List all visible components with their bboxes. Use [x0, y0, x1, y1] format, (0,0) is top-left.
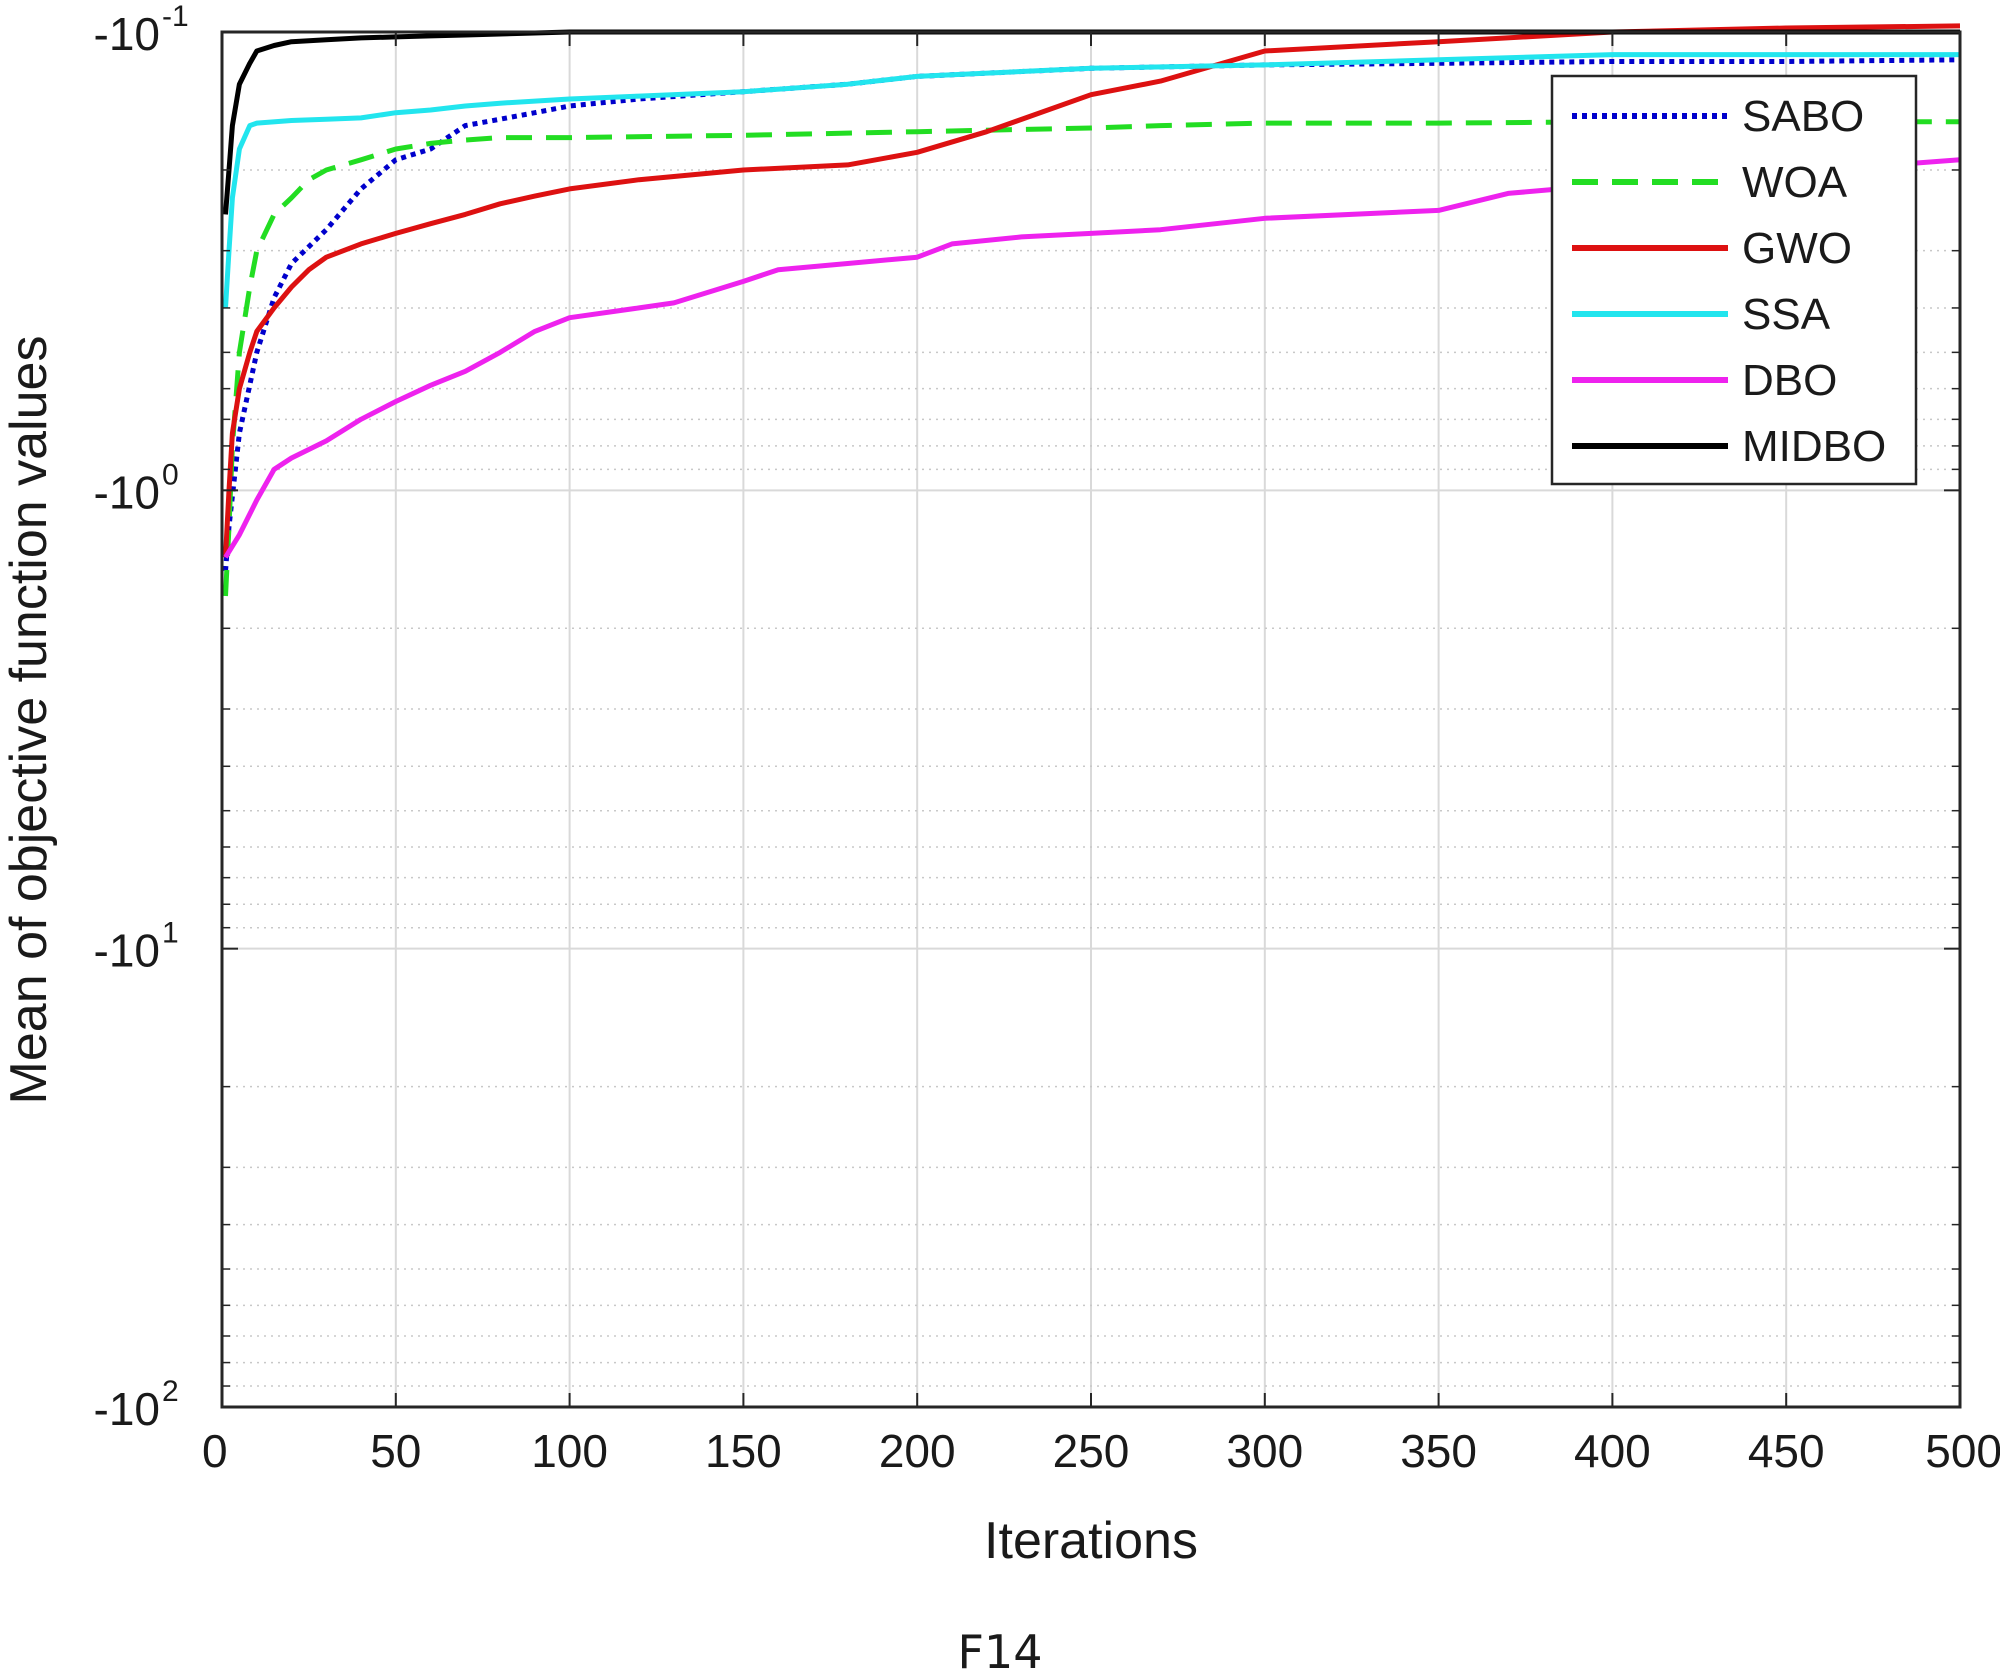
x-tick-label: 0: [202, 1425, 228, 1477]
y-axis-title: Mean of objective function values: [0, 336, 58, 1105]
legend-label: WOA: [1742, 158, 1848, 207]
x-tick-label: 150: [705, 1425, 782, 1477]
series-line-gwo: [223, 23, 1961, 558]
x-axis-title: Iterations: [984, 1512, 1198, 1570]
y-tick-label: -10 2: [94, 1375, 179, 1435]
series-line-dbo: [223, 157, 1961, 559]
series-line-ssa: [223, 52, 1960, 309]
figure-caption: F14: [958, 1625, 1043, 1675]
minor-grid: [222, 169, 1960, 1387]
y-tick-exponent: 1: [162, 917, 179, 950]
x-tick-label: 500: [1925, 1425, 2000, 1477]
x-tick-label: 50: [370, 1425, 421, 1477]
y-tick-label: -10 0: [94, 458, 179, 518]
legend-label: DBO: [1742, 356, 1837, 405]
x-tick-label: 350: [1400, 1425, 1477, 1477]
x-tick-label: 400: [1574, 1425, 1651, 1477]
y-tick-label: -10 -1: [94, 0, 189, 60]
legend-label: SABO: [1742, 92, 1864, 141]
y-tick-base: -10: [94, 466, 160, 518]
x-tick-label: 200: [879, 1425, 956, 1477]
y-axis: -10 -1-10 0-10 1-10 2: [94, 0, 1960, 1435]
x-tick-label: 300: [1226, 1425, 1303, 1477]
x-tick-label: 450: [1748, 1425, 1825, 1477]
legend-box: [1550, 74, 1918, 486]
y-tick-exponent: 0: [162, 458, 179, 491]
x-axis: 0 50 100 150 200 250 300 350 400 450 500: [202, 32, 2000, 1477]
legend: SABO WOA GWO SSA DBO MIDBO: [1550, 74, 1918, 486]
series-line-woa: [223, 119, 1960, 597]
y-tick-exponent: -1: [162, 0, 189, 33]
x-tick-label: 250: [1053, 1425, 1130, 1477]
y-tick-base: -10: [94, 1383, 160, 1435]
y-tick-base: -10: [94, 8, 160, 60]
x-tick-label: 100: [531, 1425, 608, 1477]
y-tick-base: -10: [94, 925, 160, 977]
legend-label: MIDBO: [1742, 422, 1886, 471]
y-tick-exponent: 2: [162, 1375, 179, 1408]
legend-label: SSA: [1742, 290, 1831, 339]
y-tick-label: -10 1: [94, 917, 179, 977]
legend-label: GWO: [1742, 224, 1852, 273]
